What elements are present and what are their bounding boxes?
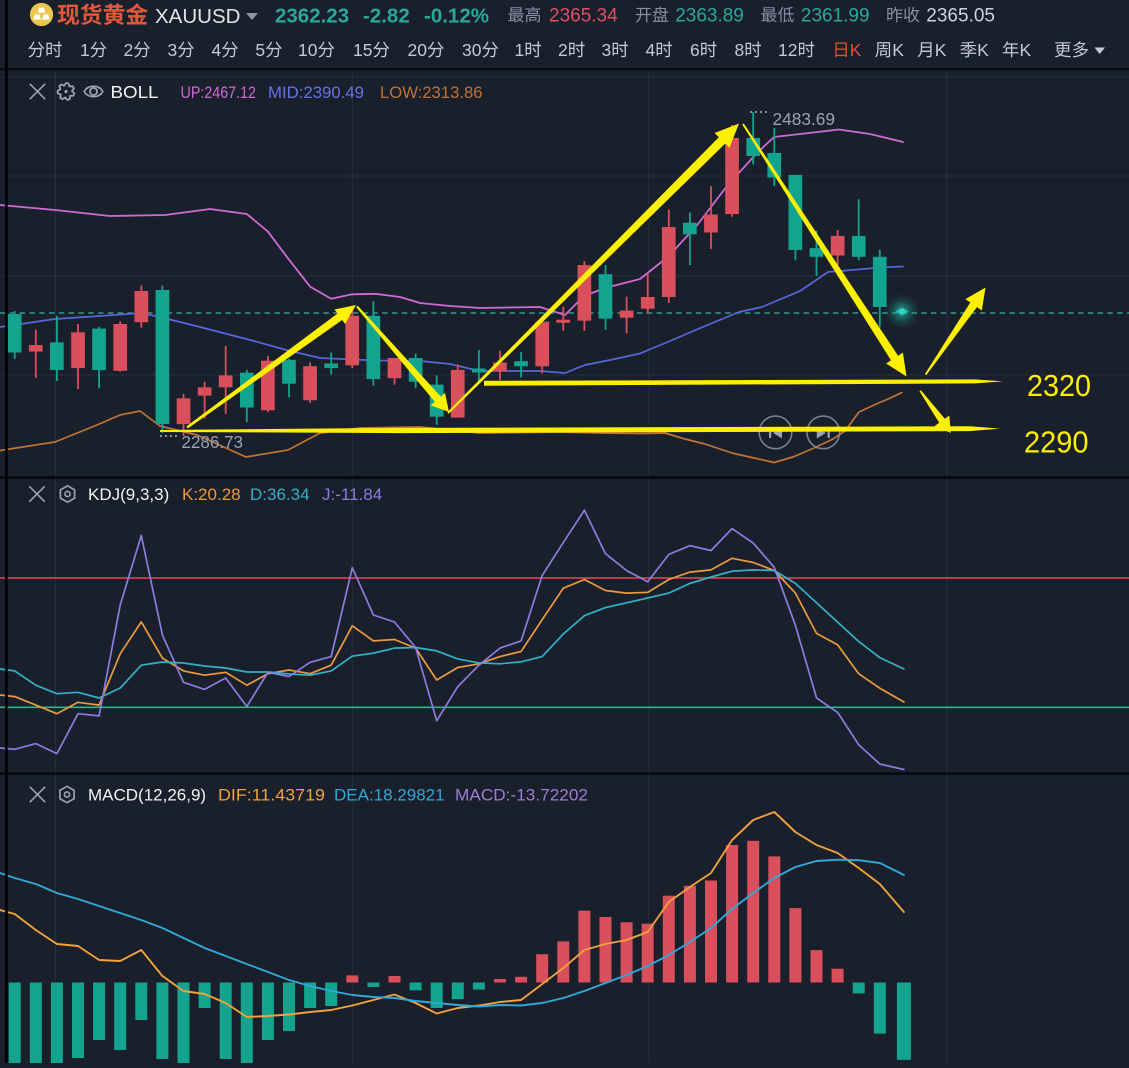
svg-text:2290: 2290	[1024, 426, 1089, 460]
svg-text:DEA:18.29821: DEA:18.29821	[334, 786, 445, 805]
svg-text:J:-11.84: J:-11.84	[322, 485, 382, 504]
svg-text:MACD(12,26,9): MACD(12,26,9)	[88, 786, 206, 805]
svg-text:4: 4	[646, 40, 656, 60]
svg-text:KDJ(9,3,3): KDJ(9,3,3)	[88, 485, 169, 504]
svg-text:2286.73: 2286.73	[182, 432, 244, 452]
svg-text:K:20.28: K:20.28	[182, 485, 241, 504]
svg-text:3: 3	[168, 40, 178, 60]
svg-text:2: 2	[124, 40, 134, 60]
svg-text:2361.99: 2361.99	[801, 6, 870, 27]
svg-text:MID:2390.49: MID:2390.49	[268, 84, 364, 102]
svg-text:6: 6	[690, 40, 700, 60]
svg-text:2: 2	[558, 40, 568, 60]
svg-text:8: 8	[735, 40, 745, 60]
svg-text:5: 5	[255, 40, 265, 60]
svg-text:BOLL: BOLL	[111, 82, 159, 102]
svg-text:2320: 2320	[1027, 369, 1091, 403]
svg-text:K: K	[935, 40, 947, 60]
svg-text:10: 10	[298, 40, 318, 60]
svg-text:4: 4	[212, 40, 222, 60]
svg-text:K: K	[1020, 40, 1032, 60]
svg-text:2483.69: 2483.69	[773, 109, 836, 129]
svg-text:UP:2467.12: UP:2467.12	[181, 84, 257, 102]
svg-text:D:36.34: D:36.34	[250, 485, 310, 504]
svg-text:K: K	[977, 40, 989, 60]
svg-text:2362.23: 2362.23	[275, 5, 349, 28]
svg-text:MACD:-13.72202: MACD:-13.72202	[455, 786, 588, 805]
svg-text:-2.82: -2.82	[363, 5, 410, 28]
svg-text:30: 30	[462, 40, 482, 60]
svg-text:2363.89: 2363.89	[675, 6, 744, 27]
svg-text:K: K	[892, 40, 904, 60]
svg-text:LOW:2313.86: LOW:2313.86	[380, 84, 483, 102]
svg-text:2365.34: 2365.34	[549, 6, 618, 27]
svg-text:20: 20	[408, 40, 428, 60]
svg-text:-0.12%: -0.12%	[424, 5, 489, 28]
svg-text:3: 3	[602, 40, 612, 60]
svg-text:DIF:11.43719: DIF:11.43719	[218, 786, 325, 805]
svg-text:15: 15	[353, 40, 372, 60]
svg-text:12: 12	[778, 40, 797, 60]
svg-text:1: 1	[80, 40, 90, 60]
svg-text:K: K	[850, 40, 862, 60]
svg-text:1: 1	[515, 40, 525, 60]
svg-text:2365.05: 2365.05	[926, 6, 995, 27]
svg-text:XAUUSD: XAUUSD	[155, 5, 240, 28]
